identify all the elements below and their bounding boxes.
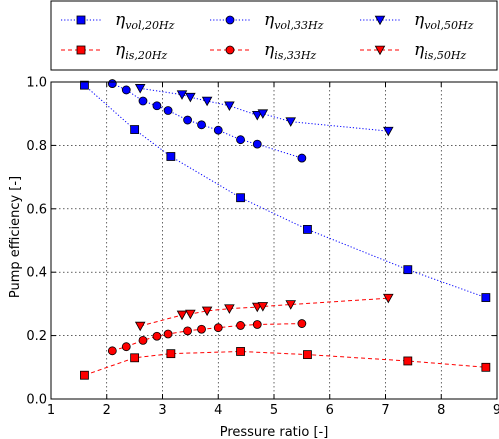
x-tick-label: 3 [158, 403, 166, 418]
data-point [164, 107, 172, 115]
y-axis-label: Pump efficiency [-] [8, 176, 23, 298]
data-point [253, 140, 261, 148]
x-tick-label: 5 [270, 403, 278, 418]
legend: ηvol,20Hz ηvol,33Hz ηvol,50Hzηis,20Hz ηis,3… [51, 1, 497, 70]
data-point [298, 154, 306, 162]
data-point [214, 324, 222, 332]
data-point [131, 126, 139, 134]
data-point [198, 325, 206, 333]
data-point [131, 354, 139, 362]
y-tick-label: 1.0 [26, 76, 47, 91]
legend-label-subscript: is,50Hz [424, 49, 466, 62]
y-tick-label: 0.2 [26, 329, 47, 344]
x-tick-label: 1 [47, 403, 55, 418]
legend-label-subscript: vol,20Hz [125, 19, 174, 32]
legend-marker [77, 46, 85, 54]
data-point [167, 152, 175, 160]
data-point [167, 350, 175, 358]
legend-label-subscript: vol,33Hz [274, 19, 323, 32]
x-tick-label: 8 [437, 403, 445, 418]
data-point [108, 80, 116, 88]
data-point [298, 320, 306, 328]
legend-label-subscript: is,33Hz [274, 49, 316, 62]
data-point [214, 126, 222, 134]
data-point [184, 116, 192, 124]
legend-marker [226, 46, 234, 54]
x-tick-label: 2 [103, 403, 111, 418]
data-point [237, 136, 245, 144]
x-axis-label: Pressure ratio [-] [220, 425, 329, 439]
data-point [164, 330, 172, 338]
legend-marker [77, 16, 85, 24]
y-tick-label: 0.6 [26, 202, 47, 217]
data-point [139, 336, 147, 344]
data-point [122, 343, 130, 351]
data-point [253, 321, 261, 329]
data-point [198, 121, 206, 129]
data-point [404, 266, 412, 274]
data-point [122, 86, 130, 94]
data-point [303, 351, 311, 359]
data-point [80, 371, 88, 379]
data-point [184, 327, 192, 335]
data-point [404, 357, 412, 365]
data-point [139, 97, 147, 105]
y-tick-label: 0.0 [26, 393, 47, 408]
data-point [153, 332, 161, 340]
x-tick-label: 9 [493, 403, 499, 418]
x-tick-label: 4 [214, 403, 222, 418]
data-point [482, 363, 490, 371]
data-point [482, 294, 490, 302]
legend-marker [226, 16, 234, 24]
data-point [237, 321, 245, 329]
plot-area: 1 2 3 4 5 6 7 8 9 0.0 0.2 0.4 0.6 0.8 1.0 [26, 76, 499, 419]
legend-label-subscript: is,20Hz [125, 49, 167, 62]
data-point [108, 347, 116, 355]
data-point [237, 194, 245, 202]
y-tick-label: 0.4 [26, 266, 47, 281]
data-point [303, 225, 311, 233]
y-tick-label: 0.8 [26, 139, 47, 154]
x-tick-label: 7 [381, 403, 389, 418]
data-point [237, 347, 245, 355]
data-point [153, 102, 161, 110]
legend-label-subscript: vol,50Hz [424, 19, 473, 32]
x-tick-label: 6 [326, 403, 334, 418]
